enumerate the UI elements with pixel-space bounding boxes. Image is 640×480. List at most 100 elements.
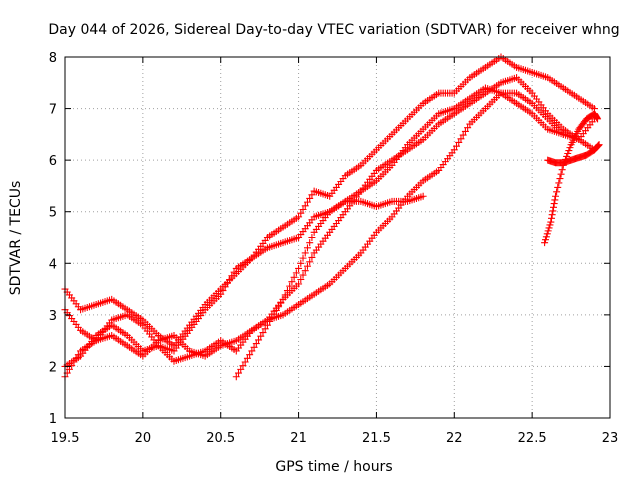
x-tick-label: 23 xyxy=(602,431,619,446)
series-track-c xyxy=(61,192,427,381)
data-point xyxy=(308,253,316,261)
data-point xyxy=(459,131,467,139)
data-point xyxy=(548,211,556,219)
data-point xyxy=(297,259,305,267)
data-point xyxy=(308,191,316,199)
data-point xyxy=(272,306,280,314)
data-point xyxy=(551,196,559,204)
x-tick-label: 20 xyxy=(135,431,152,446)
data-point xyxy=(547,218,555,226)
data-point xyxy=(555,179,563,187)
y-tick-label: 5 xyxy=(49,206,57,221)
data-point xyxy=(221,283,229,291)
data-point xyxy=(239,362,247,370)
data-point xyxy=(297,275,305,283)
data-point xyxy=(252,340,260,348)
plot-frame xyxy=(64,56,611,419)
data-point xyxy=(306,239,314,247)
y-tick-label: 2 xyxy=(49,360,57,375)
data-point xyxy=(248,347,256,355)
data-point xyxy=(250,343,258,351)
data-point xyxy=(306,258,314,266)
data-point xyxy=(295,280,303,288)
data-point xyxy=(241,358,249,366)
x-axis-title: GPS time / hours xyxy=(275,459,392,475)
data-point xyxy=(277,299,285,307)
data-point xyxy=(295,264,303,272)
data-point xyxy=(303,198,311,206)
data-point xyxy=(65,365,73,373)
y-tick-label: 4 xyxy=(49,257,57,272)
data-point xyxy=(275,303,283,311)
data-point xyxy=(228,272,236,280)
y-axis-title: SDTVAR / TECUs xyxy=(8,181,24,296)
data-point xyxy=(306,194,314,202)
y-tick-label: 8 xyxy=(49,51,57,66)
x-tick-label: 22 xyxy=(446,431,463,446)
data-point xyxy=(259,329,267,337)
data-point xyxy=(303,262,311,270)
data-point xyxy=(464,124,472,132)
series-track-f xyxy=(541,110,602,247)
data-point xyxy=(292,269,300,277)
data-series xyxy=(61,53,603,381)
y-tick-label: 6 xyxy=(49,154,57,169)
data-point xyxy=(263,321,271,329)
data-point xyxy=(545,224,553,232)
data-point xyxy=(541,239,549,247)
data-point xyxy=(301,267,309,275)
data-point xyxy=(419,192,427,200)
data-point xyxy=(453,142,461,150)
x-tick-label: 22.5 xyxy=(518,431,547,446)
data-point xyxy=(547,214,555,222)
y-tick-label: 3 xyxy=(49,309,57,324)
data-point xyxy=(308,234,316,241)
data-point xyxy=(301,202,309,210)
data-point xyxy=(457,135,465,143)
x-tick-label: 19.5 xyxy=(51,431,80,446)
data-point xyxy=(541,236,549,244)
data-point xyxy=(288,278,296,286)
data-point xyxy=(546,221,554,229)
data-point xyxy=(226,275,234,283)
data-point xyxy=(299,254,307,262)
data-point xyxy=(230,268,238,276)
data-point xyxy=(219,287,227,295)
data-point xyxy=(237,365,245,373)
data-point xyxy=(594,115,602,123)
data-point xyxy=(558,166,566,174)
data-point xyxy=(549,203,557,211)
y-tick-label: 7 xyxy=(49,103,57,118)
x-tick-label: 20.5 xyxy=(206,431,235,446)
data-point xyxy=(243,354,251,362)
data-point xyxy=(557,170,565,178)
x-tick-label: 21 xyxy=(290,431,307,446)
data-point xyxy=(566,144,574,152)
data-point xyxy=(270,310,278,318)
data-point xyxy=(299,271,307,279)
series-track-e xyxy=(232,74,598,381)
data-point xyxy=(595,141,603,149)
data-point xyxy=(542,233,550,241)
x-tick-label: 21.5 xyxy=(362,431,391,446)
data-point xyxy=(261,325,269,333)
data-point xyxy=(299,206,307,214)
data-point xyxy=(290,273,298,281)
data-point xyxy=(246,351,254,359)
series-track-a xyxy=(61,53,598,350)
data-point xyxy=(232,373,240,381)
series-track-g xyxy=(544,141,603,167)
data-point xyxy=(461,127,469,135)
data-point xyxy=(450,146,458,154)
data-point xyxy=(549,207,557,215)
data-point xyxy=(594,142,602,150)
data-point xyxy=(295,213,303,221)
chart-title: Day 044 of 2026, Sidereal Day-to-day VTE… xyxy=(48,22,619,38)
data-point xyxy=(255,336,263,344)
data-point xyxy=(565,147,573,155)
y-tick-label: 1 xyxy=(49,412,57,427)
data-point xyxy=(303,244,311,252)
data-point xyxy=(455,138,463,146)
data-point xyxy=(223,279,231,287)
data-point xyxy=(266,317,274,325)
